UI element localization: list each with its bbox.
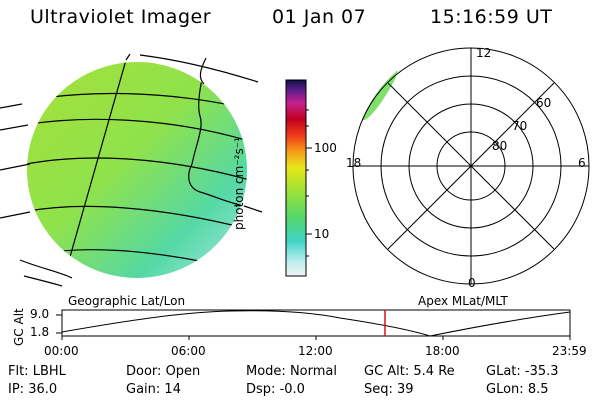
altitude-tick-high: 9.0 <box>30 307 50 321</box>
app-title: Ultraviolet Imager <box>30 6 212 28</box>
colorbar-tick-100: 100 <box>314 141 337 155</box>
mlat-label-80: 80 <box>492 139 508 153</box>
grid-overflow-lines <box>0 53 263 287</box>
altitude-axis-label: GC Alt <box>12 308 26 346</box>
polar-plot <box>352 47 590 285</box>
status-glat: GLat: -35.3 <box>486 364 559 379</box>
date-label: 01 Jan 07 <box>272 6 367 28</box>
colorbar-unit-label: photon cm⁻²s⁻¹ <box>232 137 246 230</box>
mlt-label-6: 6 <box>578 156 586 170</box>
auroral-oval-patch <box>362 70 398 121</box>
status-gain: Gain: 14 <box>126 382 181 397</box>
time-tick-2359: 23:59 <box>552 344 587 358</box>
altitude-curve <box>61 310 571 337</box>
time-tick-0600: 06:00 <box>171 344 206 358</box>
mlt-label-18: 18 <box>346 156 362 170</box>
altitude-tick-low: 1.8 <box>30 325 50 339</box>
projection-label-apex: Apex MLat/MLT <box>418 294 508 308</box>
status-dsp: Dsp: -0.0 <box>246 382 305 397</box>
time-tick-0000: 00:00 <box>44 344 79 358</box>
status-glon: GLon: 8.5 <box>486 382 549 397</box>
time-tick-1200: 12:00 <box>298 344 333 358</box>
longitude-line <box>61 62 127 278</box>
colorbar <box>285 79 312 277</box>
mlt-label-12: 12 <box>476 46 492 60</box>
mlat-label-60: 60 <box>536 96 552 110</box>
mlt-label-0: 0 <box>468 276 476 290</box>
status-ip: IP: 36.0 <box>8 382 58 397</box>
earth-disk-image <box>27 62 247 278</box>
colorbar-tick-10: 10 <box>314 227 330 241</box>
status-mode: Mode: Normal <box>246 364 337 379</box>
status-seq: Seq: 39 <box>364 382 414 397</box>
status-flt: Flt: LBHL <box>8 364 66 379</box>
time-tick-1800: 18:00 <box>425 344 460 358</box>
status-door: Door: Open <box>126 364 201 379</box>
projection-label-geographic: Geographic Lat/Lon <box>68 294 186 308</box>
altitude-plot <box>56 309 571 340</box>
time-label: 15:16:59 UT <box>430 6 553 28</box>
mlat-label-70: 70 <box>512 119 528 133</box>
status-gc-alt: GC Alt: 5.4 Re <box>364 364 455 379</box>
